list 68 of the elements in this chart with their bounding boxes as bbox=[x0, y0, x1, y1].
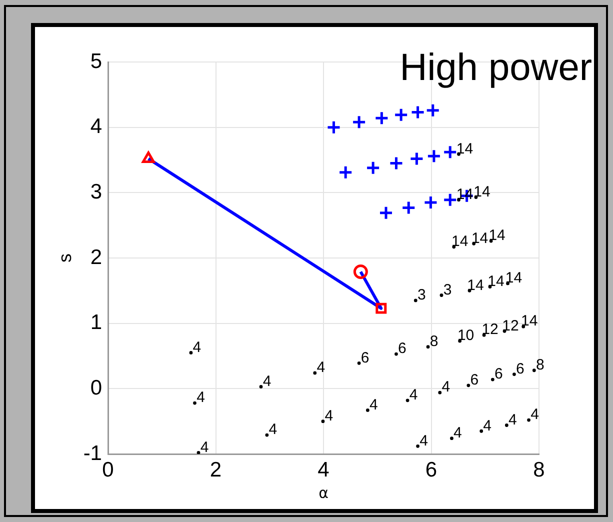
annotation: 4 bbox=[530, 406, 539, 424]
point bbox=[353, 264, 368, 279]
annotation: 4 bbox=[370, 396, 378, 414]
point bbox=[388, 156, 404, 171]
y-tick-label: 4 bbox=[90, 115, 102, 138]
annotation: 8 bbox=[430, 332, 438, 350]
annotation: 14 bbox=[488, 227, 506, 244]
annotation: 10 bbox=[457, 327, 474, 344]
point bbox=[376, 302, 387, 314]
annotation: 4 bbox=[200, 438, 209, 456]
annotation: 14 bbox=[471, 230, 488, 247]
annotation: 4 bbox=[508, 411, 517, 428]
annotation: 4 bbox=[196, 389, 205, 406]
annotation: 4 bbox=[268, 421, 278, 438]
point bbox=[394, 108, 408, 122]
chart-title: High power bbox=[400, 47, 592, 89]
annotation: 14 bbox=[521, 312, 538, 330]
point bbox=[442, 144, 458, 160]
annotation: 3 bbox=[443, 281, 452, 298]
y-tick-label: -1 bbox=[83, 442, 102, 465]
point bbox=[366, 160, 380, 176]
annotation: 4 bbox=[483, 417, 492, 434]
point bbox=[326, 120, 341, 135]
annotation: 4 bbox=[324, 407, 334, 424]
annotation: 4 bbox=[192, 338, 202, 356]
point bbox=[378, 206, 394, 220]
y-axis-title: s bbox=[54, 254, 75, 262]
point bbox=[426, 148, 442, 164]
annotation: 6 bbox=[470, 372, 479, 389]
annotation: 14 bbox=[505, 270, 522, 287]
annotation: 14 bbox=[467, 276, 484, 294]
annotation: 4 bbox=[420, 432, 428, 450]
point bbox=[423, 195, 438, 210]
point bbox=[338, 165, 353, 180]
point bbox=[442, 192, 458, 208]
point bbox=[410, 105, 426, 120]
x-tick-label: 6 bbox=[425, 458, 438, 482]
annotation: 14 bbox=[474, 183, 490, 200]
y-tick-label: 5 bbox=[90, 50, 102, 73]
point bbox=[426, 103, 440, 118]
annotation: 3 bbox=[417, 286, 426, 304]
point bbox=[352, 114, 366, 130]
x-tick-label: 8 bbox=[533, 458, 545, 482]
annotation: 14 bbox=[488, 272, 504, 290]
annotation: 4 bbox=[316, 359, 326, 376]
y-tick-label: 1 bbox=[90, 311, 102, 334]
annotation: 4 bbox=[442, 378, 450, 396]
annotation: 4 bbox=[262, 372, 272, 390]
annotation: 4 bbox=[409, 386, 418, 404]
annotation: 12 bbox=[502, 317, 519, 334]
annotation: 6 bbox=[360, 349, 370, 366]
annotation: 6 bbox=[494, 366, 503, 383]
y-tick-label: 0 bbox=[90, 376, 102, 400]
y-tick-label: 3 bbox=[90, 180, 102, 204]
annotation: 14 bbox=[452, 233, 468, 250]
point bbox=[374, 110, 389, 126]
y-tick-label: 2 bbox=[90, 246, 102, 269]
x-axis-title: α bbox=[318, 484, 329, 502]
annotation: 14 bbox=[456, 140, 474, 158]
point bbox=[401, 200, 416, 215]
annotation: 8 bbox=[536, 356, 544, 374]
point bbox=[409, 151, 424, 166]
annotation: 6 bbox=[398, 340, 406, 358]
annotation: 4 bbox=[454, 424, 462, 442]
annotation: 6 bbox=[516, 360, 524, 378]
x-tick-label: 4 bbox=[318, 458, 330, 482]
x-tick-label: 2 bbox=[210, 458, 222, 482]
annotation: 12 bbox=[482, 321, 498, 338]
